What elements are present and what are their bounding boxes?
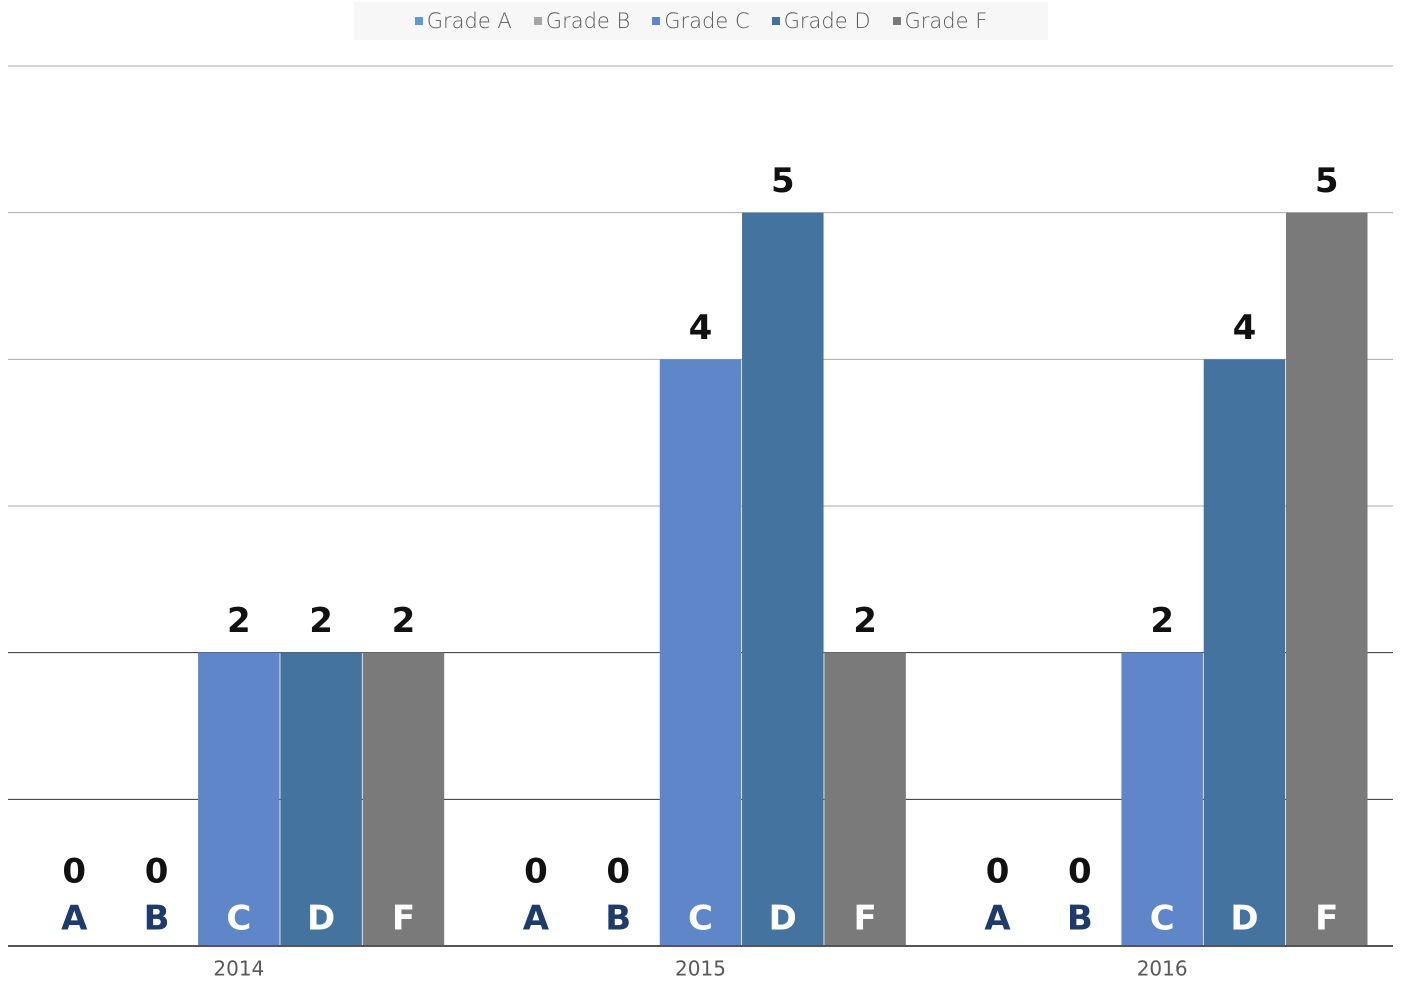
bar-letter: B — [1067, 899, 1093, 939]
legend-label: Grade B — [545, 9, 631, 33]
data-label: 2 — [309, 601, 333, 641]
legend-item: Grade C — [652, 9, 750, 33]
data-label: 2 — [1150, 601, 1174, 641]
legend-swatch — [652, 17, 661, 25]
data-label: 2 — [227, 601, 251, 641]
data-label: 0 — [1068, 852, 1092, 892]
bar-letter: C — [226, 899, 251, 939]
data-label: 2 — [853, 601, 877, 641]
x-tick-label: 2016 — [1137, 957, 1188, 981]
bar — [659, 359, 742, 946]
data-label: 0 — [145, 852, 169, 892]
bar-letter: F — [853, 899, 876, 939]
legend-swatch — [892, 17, 901, 25]
legend-label: Grade F — [904, 9, 988, 33]
x-tick-label: 2014 — [213, 957, 264, 981]
bar-letter: A — [523, 899, 550, 939]
legend-swatch — [533, 17, 542, 25]
data-label: 5 — [1315, 161, 1339, 201]
data-label: 0 — [986, 852, 1010, 892]
legend-label: Grade C — [664, 9, 750, 33]
bar — [742, 212, 824, 946]
bar-letter: B — [605, 899, 631, 939]
bar — [1286, 212, 1368, 946]
legend-item: Grade D — [771, 9, 871, 33]
data-label: 0 — [62, 852, 86, 892]
bar-letter: F — [392, 899, 415, 939]
bar-letter: D — [307, 899, 335, 939]
bar — [824, 652, 906, 946]
legend-item: Grade A — [414, 9, 512, 33]
legend-item: Grade F — [892, 9, 988, 33]
bar — [198, 652, 280, 946]
bar-letter: A — [984, 899, 1011, 939]
legend-item: Grade B — [533, 9, 631, 33]
bar — [280, 652, 362, 946]
bar-letter: C — [1150, 899, 1175, 939]
legend-label: Grade D — [783, 9, 871, 33]
bar-letter: F — [1315, 899, 1338, 939]
data-label: 2 — [392, 601, 416, 641]
legend-swatch — [771, 17, 780, 25]
bar — [1203, 359, 1286, 946]
legend: Grade A Grade B Grade C Grade D Grade F — [354, 2, 1048, 40]
bar — [362, 652, 445, 946]
bar-letter: C — [688, 899, 713, 939]
data-label: 5 — [771, 161, 795, 201]
data-label: 0 — [524, 852, 548, 892]
bar-letter: D — [769, 899, 797, 939]
legend-label: Grade A — [426, 9, 512, 33]
bar-letter: B — [144, 899, 170, 939]
data-label: 4 — [1233, 308, 1257, 348]
bar-letter: D — [1230, 899, 1258, 939]
data-label: 0 — [606, 852, 630, 892]
bar — [1121, 652, 1203, 946]
legend-swatch — [414, 17, 423, 25]
data-label: 4 — [689, 308, 713, 348]
x-tick-label: 2015 — [675, 957, 726, 981]
bar-letter: A — [61, 899, 88, 939]
